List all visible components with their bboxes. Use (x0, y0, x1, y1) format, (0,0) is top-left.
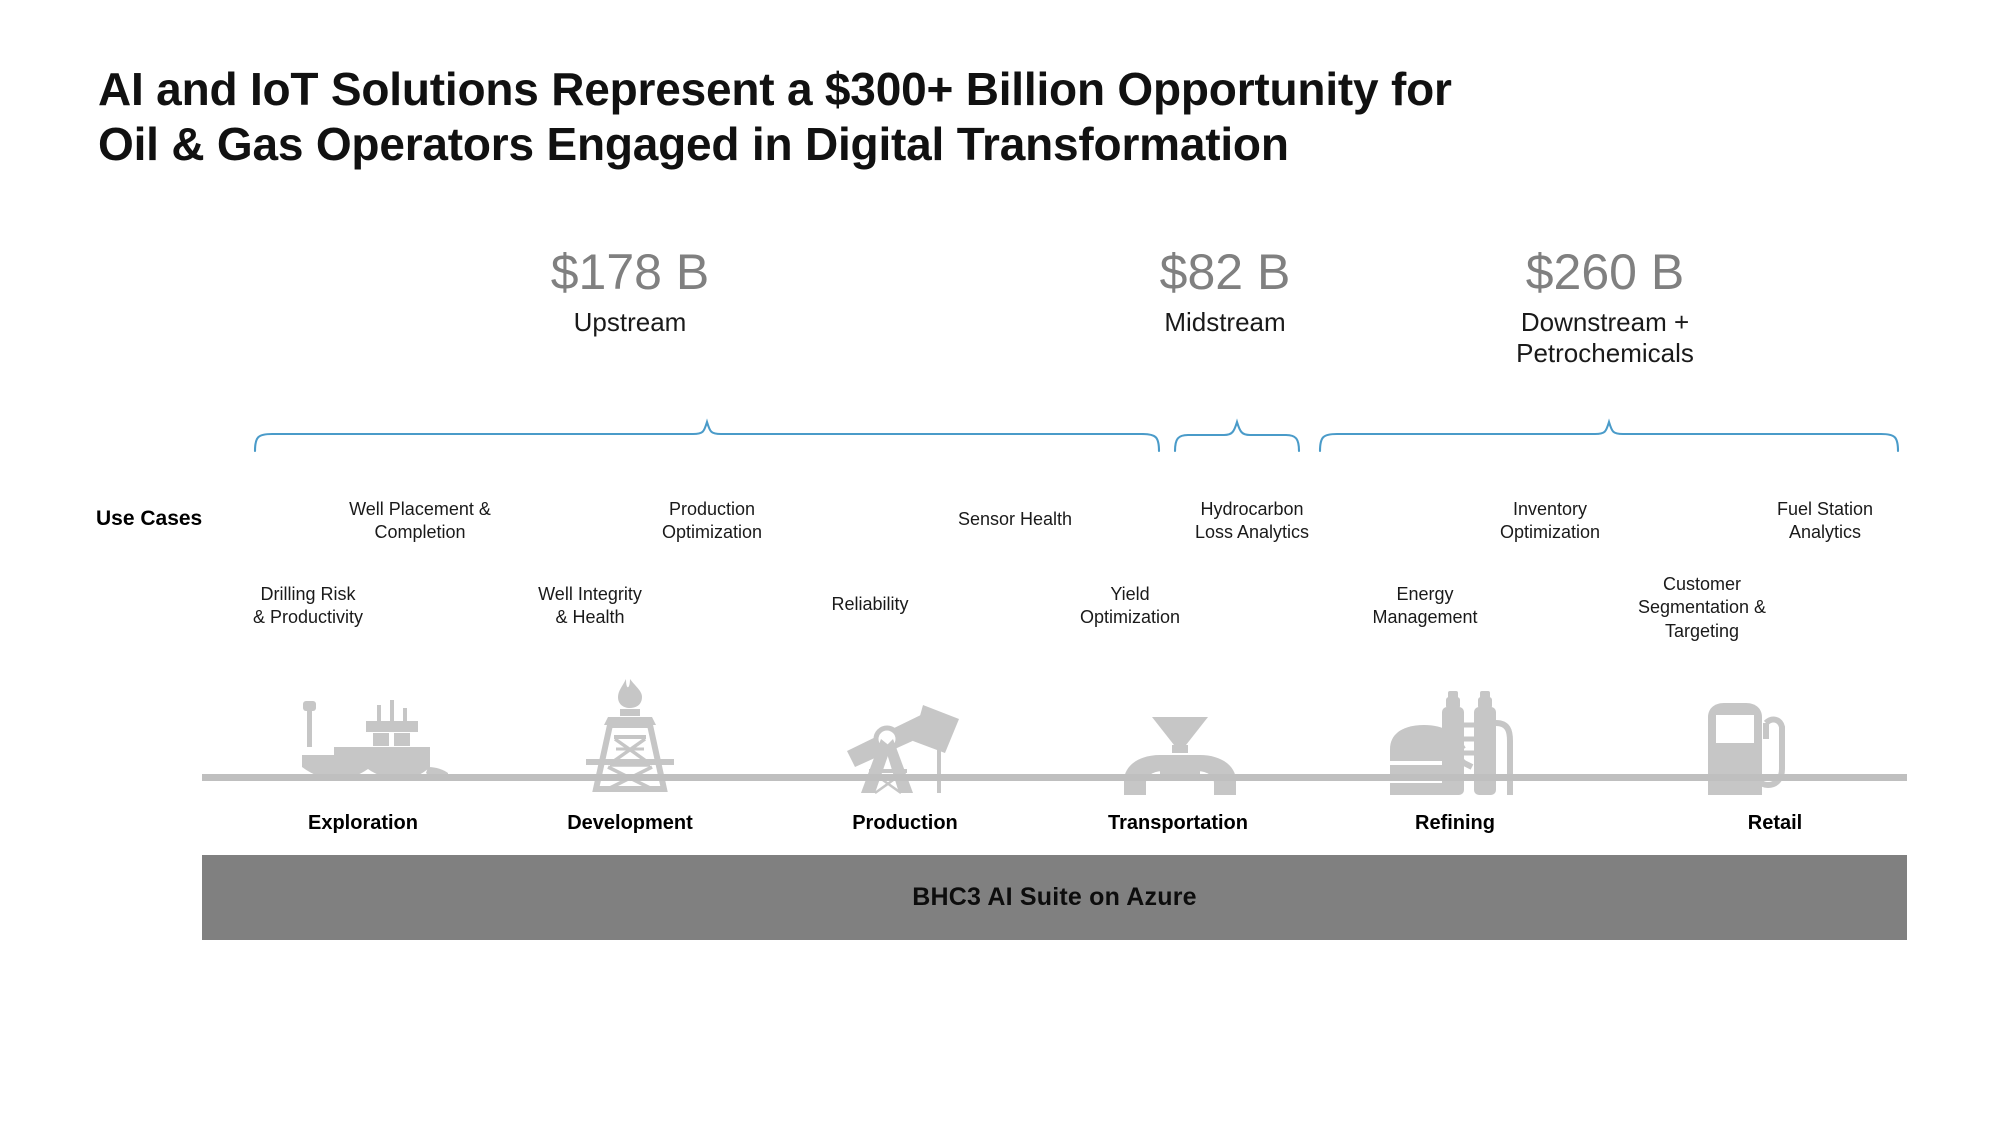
pipeline-valve-icon (1124, 717, 1236, 795)
use-case-hydrocarbon-loss-analytics: Hydrocarbon Loss Analytics (1194, 499, 1310, 543)
drilling-rig-icon (586, 679, 674, 792)
use-case-sensor-health: Sensor Health (957, 509, 1073, 529)
stage-label-refining: Refining (1415, 812, 1495, 834)
segment-braces (253, 418, 1900, 453)
icon-cell-development (535, 679, 725, 795)
use-case-well-integrity-health: Well Integrity & Health (538, 584, 642, 628)
segment-upstream-value: $178 B (550, 244, 710, 300)
stage-label-production: Production (852, 812, 958, 834)
brace-upstream (253, 418, 1161, 453)
brace-downstream (1318, 418, 1900, 453)
use-case-inventory-optimization: Inventory Optimization (1499, 499, 1601, 543)
use-case-customer-segmentation-targeting: Customer Segmentation & Targeting (1637, 574, 1767, 641)
segment-downstream-label: Downstream + Petrochemicals (1516, 306, 1694, 368)
segment-upstream-label: Upstream (573, 306, 687, 337)
page-title: AI and IoT Solutions Represent a $300+ B… (98, 62, 1858, 172)
use-cases-heading: Use Cases (96, 507, 203, 530)
stage-label-retail: Retail (1747, 812, 1803, 834)
value-chain-ground-line (202, 774, 1907, 781)
use-case-fuel-station-analytics: Fuel Station Analytics (1776, 499, 1874, 543)
platform-bar-label: BHC3 AI Suite on Azure (912, 883, 1197, 911)
segment-downstream: $260 B Downstream + Petrochemicals (1470, 246, 1740, 369)
page-title-line-2: Oil & Gas Operators Engaged in Digital T… (98, 118, 1289, 171)
pumpjack-icon (847, 705, 959, 795)
use-case-drilling-risk-productivity: Drilling Risk & Productivity (252, 584, 364, 628)
use-case-energy-management: Energy Management (1372, 584, 1478, 628)
segment-downstream-value: $260 B (1525, 244, 1685, 300)
segment-midstream-value: $82 B (1159, 244, 1291, 300)
use-case-yield-optimization: Yield Optimization (1079, 584, 1181, 628)
icon-cell-production (810, 680, 1000, 795)
stage-label-exploration: Exploration (307, 812, 418, 834)
brace-midstream (1173, 418, 1301, 453)
segment-midstream: $82 B Midstream (1115, 246, 1335, 338)
use-case-well-placement-completion: Well Placement & Completion (349, 499, 491, 543)
icon-cell-transportation (1085, 680, 1275, 795)
segment-midstream-label: Midstream (1164, 306, 1286, 337)
page-title-line-1: AI and IoT Solutions Represent a $300+ B… (98, 63, 1452, 115)
stage-label-transportation: Transportation (1107, 812, 1248, 834)
use-case-reliability: Reliability (831, 594, 909, 614)
stage-label-development: Development (567, 812, 693, 834)
platform-bar: BHC3 AI Suite on Azure (202, 855, 1907, 940)
segment-upstream: $178 B Upstream (500, 246, 760, 338)
use-case-production-optimization: Production Optimization (661, 499, 763, 543)
